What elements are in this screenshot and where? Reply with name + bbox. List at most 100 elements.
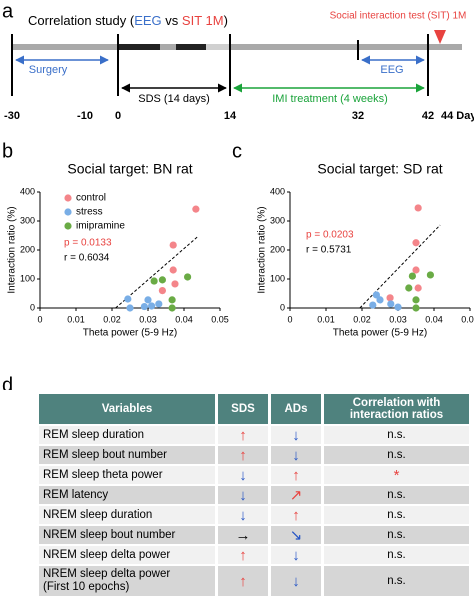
cell: ↓ xyxy=(218,506,268,524)
data-point xyxy=(412,296,420,304)
legend-marker xyxy=(64,208,72,216)
cell: NREM sleep bout number xyxy=(39,526,215,544)
x-tick-label: 0.01 xyxy=(67,314,85,324)
cell: ↘ xyxy=(271,526,321,544)
x-tick-label: 0.03 xyxy=(139,314,157,324)
x-tick-label: 0.02 xyxy=(103,314,121,324)
data-point xyxy=(144,296,152,304)
cell: n.s. xyxy=(324,566,469,596)
row: NREM sleep delta power ↑ ↓ n.s. xyxy=(39,546,469,564)
y-axis-label: Interaction ratio (%) xyxy=(7,206,18,293)
day-label: 0 xyxy=(115,110,121,122)
y-tick-label: 300 xyxy=(270,215,285,225)
cell: ↑ xyxy=(218,566,268,596)
cell: NREM sleep duration xyxy=(39,506,215,524)
legend-label: imipramine xyxy=(76,221,125,232)
sds-block xyxy=(118,44,160,50)
data-point xyxy=(184,273,192,281)
header-cell: Correlation with interaction ratios xyxy=(324,394,469,424)
cell: → xyxy=(218,526,268,544)
scatter-chart: Social target: BN rat Theta power (5-9 Hz… xyxy=(7,161,229,339)
scatter-chart: Social target: SD rat Theta power (5-9 Hz… xyxy=(257,161,474,339)
y-tick-label: 100 xyxy=(20,273,35,283)
chart-title: Social target: BN rat xyxy=(67,161,192,177)
cell: NREM sleep delta power (First 10 epochs) xyxy=(39,566,215,596)
surgery-label: Surgery xyxy=(29,64,68,76)
sit-label: Social interaction test (SIT) 1M xyxy=(330,11,467,22)
y-axis-label: Interaction ratio (%) xyxy=(257,206,268,293)
x-tick-label: 0.02 xyxy=(353,314,371,324)
day-label: -30 xyxy=(4,110,20,122)
cell: ↓ xyxy=(271,426,321,444)
cell: REM latency xyxy=(39,486,215,504)
annotation: r = 0.5731 xyxy=(306,245,352,256)
panel-label: c xyxy=(232,140,242,162)
cell: n.s. xyxy=(324,486,469,504)
panel-label: d xyxy=(2,374,13,390)
panel-label: a xyxy=(2,0,14,22)
data-point xyxy=(148,302,156,310)
data-point xyxy=(150,277,158,285)
x-tick-label: 0.01 xyxy=(317,314,335,324)
data-point xyxy=(168,296,176,304)
cell: REM sleep bout number xyxy=(39,446,215,464)
annotation: p = 0.0133 xyxy=(64,238,112,249)
data-point xyxy=(405,284,413,292)
legend-label: stress xyxy=(76,207,103,218)
header-row: Variables SDS ADs Correlation with inter… xyxy=(39,394,469,424)
cell: ↓ xyxy=(218,466,268,484)
cell: * xyxy=(324,466,469,484)
imi-label: IMI treatment (4 weeks) xyxy=(272,93,388,105)
x-tick-label: 0.05 xyxy=(211,314,229,324)
title-part: EEG xyxy=(134,13,161,28)
header-cell: ADs xyxy=(271,394,321,424)
cell: ↓ xyxy=(271,566,321,596)
data-point xyxy=(155,300,163,308)
sds-block xyxy=(206,44,230,50)
y-tick-label: 300 xyxy=(20,215,35,225)
figure: a b c d Correlation study (EEG vs SIT 1M… xyxy=(2,0,474,390)
title-part: ) xyxy=(224,13,228,28)
sds-label: SDS (14 days) xyxy=(138,93,210,105)
cell: NREM sleep delta power xyxy=(39,546,215,564)
data-point xyxy=(369,301,377,309)
cell: ↓ xyxy=(271,546,321,564)
x-tick-label: 0.04 xyxy=(175,314,193,324)
timeline-bar xyxy=(12,44,462,50)
day-label: 14 xyxy=(224,110,237,122)
data-point xyxy=(126,304,134,312)
row: REM sleep bout number ↑ ↓ n.s. xyxy=(39,446,469,464)
data-point xyxy=(387,300,395,308)
x-tick-label: 0.05 xyxy=(461,314,474,324)
data-point xyxy=(168,304,176,312)
row: NREM sleep delta power (First 10 epochs)… xyxy=(39,566,469,596)
cell: ↑ xyxy=(218,426,268,444)
data-point xyxy=(412,239,420,247)
day-label: 32 xyxy=(352,110,364,122)
y-tick-label: 200 xyxy=(270,244,285,254)
eeg-label: EEG xyxy=(380,64,403,76)
data-point xyxy=(426,271,434,279)
header-cell: SDS xyxy=(218,394,268,424)
data-point xyxy=(394,303,402,311)
x-tick-label: 0 xyxy=(287,314,292,324)
row: REM sleep theta power ↓ ↑ * xyxy=(39,466,469,484)
x-tick-label: 0.04 xyxy=(425,314,443,324)
y-tick-label: 400 xyxy=(270,186,285,196)
panel-label: b xyxy=(2,140,13,162)
row: REM latency ↓ ↗ n.s. xyxy=(39,486,469,504)
cell: n.s. xyxy=(324,446,469,464)
cell: n.s. xyxy=(324,546,469,564)
day-label: 44 Days xyxy=(441,110,474,122)
sit-marker xyxy=(434,30,446,44)
data-point xyxy=(376,296,384,304)
y-tick-label: 0 xyxy=(30,302,35,312)
data-point xyxy=(158,287,166,295)
chart-title: Social target: SD rat xyxy=(317,161,442,177)
data-point xyxy=(124,295,132,303)
data-point xyxy=(169,241,177,249)
cell: ↓ xyxy=(271,446,321,464)
cell: ↑ xyxy=(218,546,268,564)
y-tick-label: 400 xyxy=(20,186,35,196)
